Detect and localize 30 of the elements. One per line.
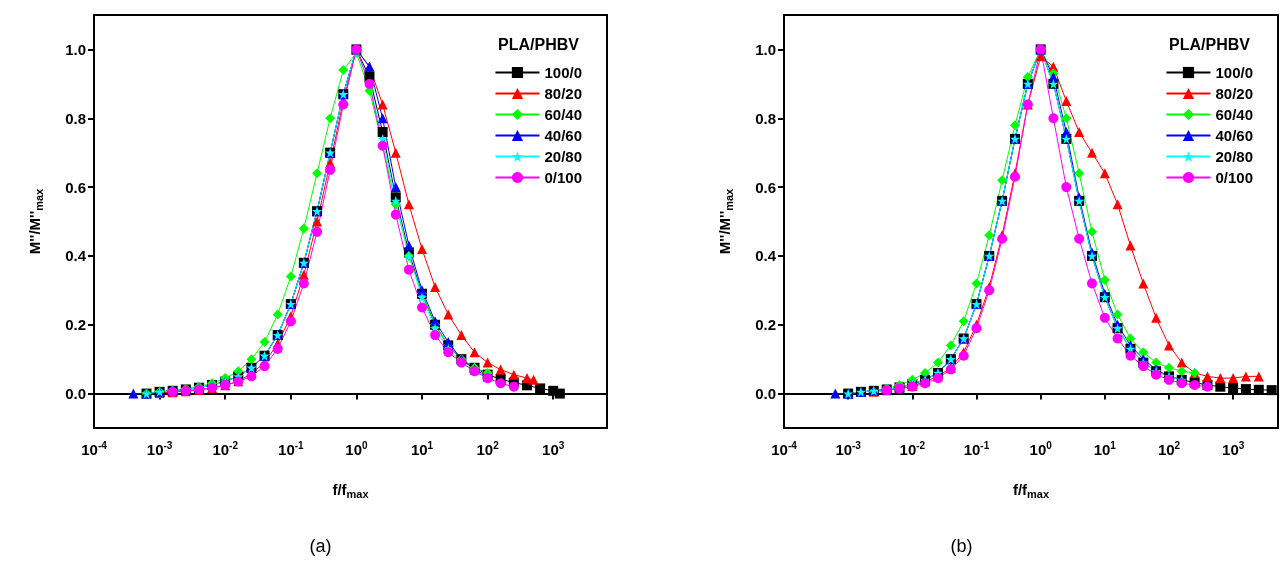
text: (b): [950, 536, 973, 556]
legend-label: 80/20: [1215, 85, 1254, 102]
legend-label: 60/40: [544, 106, 583, 123]
y-tick-label: 1.0: [755, 40, 776, 58]
legend-title: PLA/PHBV: [498, 35, 580, 53]
legend-label: 100/0: [1215, 64, 1254, 81]
y-tick-label: 0.8: [65, 109, 86, 127]
y-tick-label: 0.4: [65, 247, 87, 265]
legend-label: 40/60: [1215, 127, 1254, 144]
legend-label: 100/0: [544, 64, 583, 81]
legend-label: 40/60: [544, 127, 583, 144]
legend-label: 20/80: [544, 148, 583, 165]
y-tick-label: 0.6: [65, 178, 86, 196]
y-axis-title: M''/M''max: [26, 187, 45, 255]
y-tick-label: 0.2: [755, 316, 776, 334]
text: (a): [309, 536, 332, 556]
legend-label: 0/100: [1215, 169, 1254, 186]
legend-label: 20/80: [1215, 148, 1254, 165]
legend-label: 60/40: [1215, 106, 1254, 123]
y-tick-label: 1.0: [65, 40, 86, 58]
y-tick-label: 0.0: [65, 385, 86, 403]
y-tick-label: 0.2: [65, 316, 86, 334]
y-tick-label: 0.6: [755, 178, 776, 196]
legend-label: 0/100: [544, 169, 583, 186]
y-tick-label: 0.0: [755, 385, 776, 403]
legend-title: PLA/PHBV: [1169, 35, 1251, 53]
y-tick-label: 0.8: [755, 109, 776, 127]
y-axis-title: M''/M''max: [716, 187, 735, 255]
legend-label: 80/20: [544, 85, 583, 102]
y-tick-label: 0.4: [755, 247, 777, 265]
